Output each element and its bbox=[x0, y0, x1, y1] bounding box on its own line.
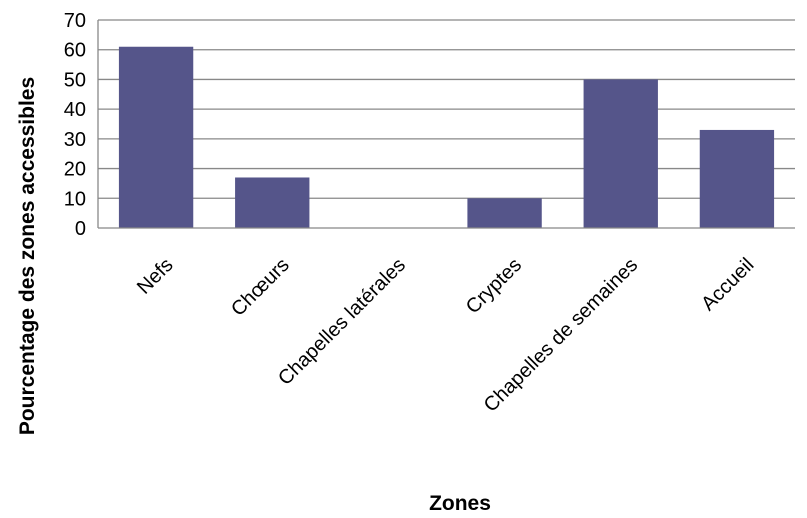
y-tick-label: 40 bbox=[64, 99, 86, 121]
bar-0 bbox=[118, 46, 194, 228]
x-axis-title: Zones bbox=[429, 492, 491, 515]
bars bbox=[118, 46, 775, 228]
y-tick-label: 30 bbox=[64, 129, 86, 151]
y-tick-label: 20 bbox=[64, 159, 86, 181]
bar-5 bbox=[699, 129, 775, 228]
x-tick-label: Chapelles latérales bbox=[274, 254, 410, 390]
gridlines bbox=[98, 19, 795, 199]
y-tick-labels: 0 10 20 30 40 50 60 70 bbox=[64, 10, 86, 240]
bar-1 bbox=[235, 177, 310, 228]
y-tick-label: 10 bbox=[64, 188, 86, 210]
bar-3 bbox=[467, 198, 542, 228]
x-tick-label: Accueil bbox=[697, 254, 758, 315]
y-tick-label: 0 bbox=[75, 218, 86, 240]
y-tick-label: 60 bbox=[64, 40, 86, 62]
y-axis-title: Pourcentage des zones accessibles bbox=[16, 77, 39, 435]
axes bbox=[97, 20, 795, 229]
bar-4 bbox=[583, 79, 658, 228]
y-tick-label: 70 bbox=[64, 10, 86, 32]
x-tick-label: Chœurs bbox=[227, 254, 294, 321]
x-tick-label: Nefs bbox=[133, 254, 178, 299]
x-tick-label: Cryptes bbox=[462, 254, 526, 318]
y-tick-label: 50 bbox=[64, 69, 86, 91]
